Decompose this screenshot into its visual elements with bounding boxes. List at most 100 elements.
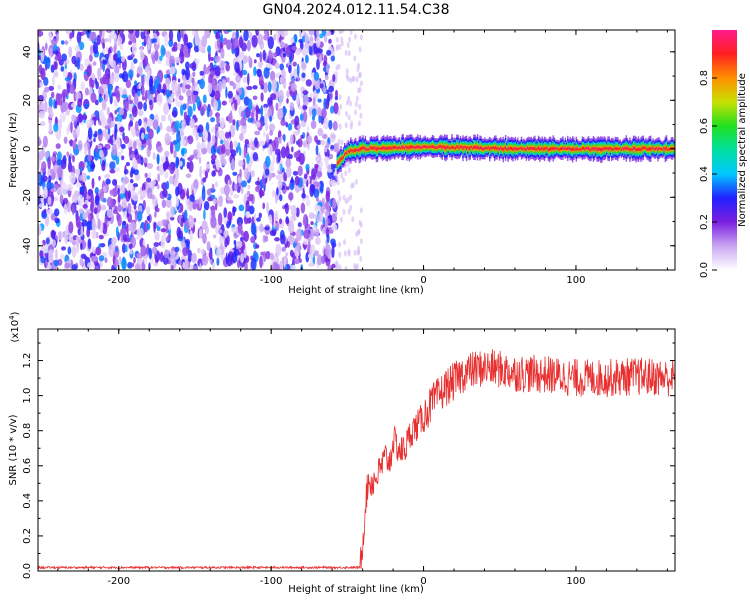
noise-blob bbox=[102, 42, 105, 49]
signal-cell bbox=[352, 150, 354, 153]
noise-blob bbox=[50, 251, 54, 261]
signal-cell bbox=[635, 147, 637, 152]
noise-blob bbox=[111, 144, 118, 156]
noise-blob bbox=[193, 188, 197, 195]
noise-blob bbox=[134, 263, 140, 270]
y-tick-label: 40 bbox=[22, 45, 33, 58]
noise-blob bbox=[335, 64, 339, 71]
noise-blob bbox=[236, 120, 239, 131]
noise-blob bbox=[315, 36, 321, 48]
noise-blob bbox=[128, 30, 134, 34]
noise-blob bbox=[174, 120, 181, 131]
noise-blob bbox=[232, 82, 237, 90]
noise-blob bbox=[253, 59, 257, 64]
spectrogram-x-ticks: -200 -100 0 100 bbox=[57, 30, 668, 286]
noise-blob bbox=[219, 243, 224, 250]
signal-cell bbox=[595, 146, 597, 150]
noise-blob bbox=[284, 202, 289, 215]
signal-cell bbox=[430, 145, 432, 149]
noise-blob bbox=[45, 56, 51, 69]
noise-blob bbox=[239, 168, 242, 178]
noise-blob bbox=[115, 226, 119, 238]
noise-blob bbox=[61, 89, 68, 98]
noise-blob bbox=[284, 264, 288, 270]
noise-blob bbox=[340, 139, 344, 146]
signal-cell bbox=[606, 147, 608, 150]
noise-blob bbox=[98, 255, 105, 262]
noise-blob bbox=[174, 246, 180, 253]
noise-blob bbox=[105, 178, 111, 185]
noise-blob bbox=[294, 175, 300, 186]
noise-blob bbox=[54, 100, 58, 109]
signal-cell bbox=[424, 145, 426, 148]
noise-blob bbox=[180, 139, 187, 147]
noise-blob bbox=[38, 30, 44, 37]
noise-blob bbox=[45, 42, 48, 51]
noise-blob bbox=[295, 93, 300, 106]
noise-blob bbox=[255, 109, 259, 122]
noise-blob bbox=[232, 37, 239, 49]
noise-blob bbox=[66, 83, 71, 94]
x-tick-label: 100 bbox=[566, 275, 585, 286]
snr-x-label: Height of straight line (km) bbox=[288, 584, 424, 595]
noise-blob bbox=[159, 251, 164, 263]
noise-blob bbox=[161, 219, 167, 227]
signal-peak bbox=[518, 147, 521, 150]
noise-blob bbox=[48, 96, 53, 109]
noise-blob bbox=[212, 262, 215, 270]
noise-blob bbox=[96, 203, 101, 213]
noise-blob bbox=[39, 82, 43, 87]
noise-blob bbox=[192, 71, 196, 78]
signal-cell bbox=[613, 147, 615, 151]
noise-blob bbox=[98, 234, 104, 240]
noise-blob bbox=[152, 200, 156, 209]
noise-blob bbox=[332, 120, 338, 131]
noise-blob bbox=[201, 35, 208, 48]
noise-blob bbox=[186, 89, 193, 98]
noise-blob bbox=[332, 74, 336, 82]
signal-cell bbox=[572, 147, 574, 152]
signal-cell bbox=[465, 146, 468, 151]
noise-blob bbox=[202, 232, 207, 244]
noise-blob bbox=[117, 151, 122, 158]
noise-blob bbox=[247, 184, 251, 190]
noise-blob bbox=[110, 120, 115, 128]
noise-blob bbox=[113, 99, 118, 108]
noise-blob bbox=[106, 106, 110, 116]
signal-peak bbox=[346, 151, 349, 154]
noise-blob bbox=[122, 243, 126, 254]
noise-blob bbox=[277, 178, 283, 190]
signal-cell bbox=[418, 145, 420, 149]
noise-blob bbox=[169, 164, 175, 175]
noise-blob bbox=[211, 170, 216, 177]
noise-blob bbox=[359, 34, 363, 41]
noise-blob bbox=[210, 57, 214, 61]
snr-x-ticks: -200 -100 0 100 bbox=[57, 329, 668, 587]
noise-blob bbox=[241, 180, 247, 188]
noise-blob bbox=[351, 216, 355, 223]
noise-blob bbox=[279, 63, 285, 71]
noise-blob bbox=[194, 149, 197, 154]
noise-blob bbox=[191, 77, 195, 84]
noise-blob bbox=[41, 211, 47, 219]
noise-blob bbox=[338, 43, 342, 50]
noise-blob bbox=[280, 146, 287, 159]
signal-cell bbox=[476, 145, 479, 150]
noise-blob bbox=[147, 172, 152, 178]
noise-blob bbox=[326, 30, 331, 36]
noise-blob bbox=[247, 190, 250, 196]
signal-cell bbox=[668, 148, 670, 151]
colorbar-label: Normalized spectral amplitude bbox=[737, 73, 748, 227]
noise-blob bbox=[121, 257, 127, 270]
noise-blob bbox=[67, 246, 72, 255]
noise-blob bbox=[46, 180, 52, 191]
noise-blob bbox=[228, 199, 234, 204]
noise-blob bbox=[343, 250, 347, 257]
noise-blob bbox=[182, 158, 186, 167]
signal-cell bbox=[654, 147, 657, 151]
signal-peak bbox=[384, 147, 387, 150]
noise-blob bbox=[44, 86, 50, 93]
noise-blob bbox=[263, 82, 268, 94]
noise-blob bbox=[256, 68, 262, 78]
noise-blob bbox=[345, 68, 349, 75]
